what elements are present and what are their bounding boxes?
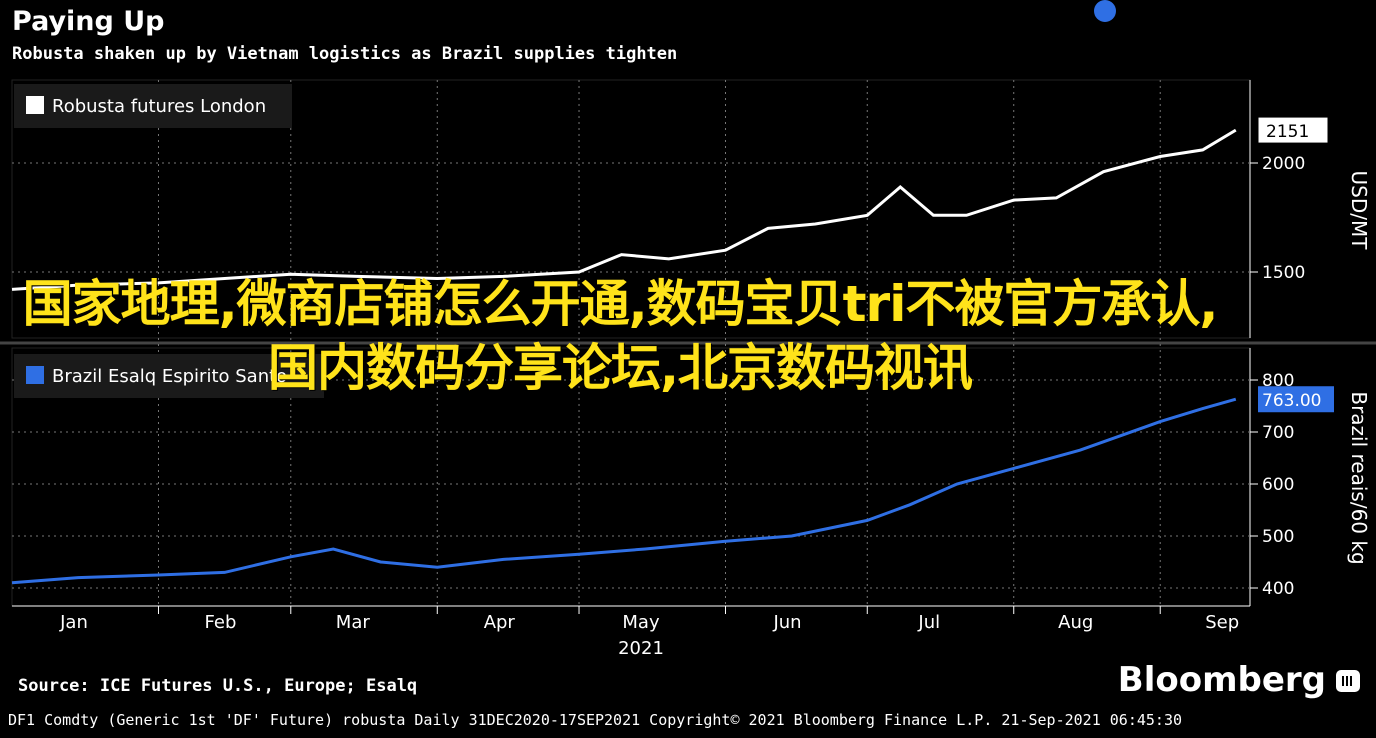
top-legend-swatch xyxy=(26,96,44,114)
blue-dot-marker xyxy=(1094,0,1116,22)
brazil-last-value-label: 763.00 xyxy=(1262,391,1321,411)
bottom-y-axis-title: Brazil reais/60 kg xyxy=(1347,391,1371,564)
x-tick-label: May xyxy=(622,612,660,633)
chart-subtitle: Robusta shaken up by Vietnam logistics a… xyxy=(12,44,678,64)
x-tick-label: Jun xyxy=(772,612,801,633)
brazil-last-value-badge xyxy=(1258,386,1334,413)
x-tick-label: Jan xyxy=(59,612,88,633)
robusta-series-line xyxy=(11,128,1237,291)
bottom-y-tick-label: 600 xyxy=(1262,475,1294,495)
bottom-y-tick-label: 800 xyxy=(1262,371,1294,391)
x-year-label: 2021 xyxy=(618,638,664,659)
bottom-legend-swatch xyxy=(26,366,44,384)
bottom-y-tick-label: 700 xyxy=(1262,423,1294,443)
bottom-y-tick-label: 400 xyxy=(1262,579,1294,599)
overlay-caption: 国家地理,微商店铺怎么开通,数码宝贝tri不被官方承认,国内数码分享论坛,北京数… xyxy=(22,275,1219,397)
x-tick-label: Feb xyxy=(205,612,237,633)
top-y-tick-label: 1500 xyxy=(1262,263,1305,283)
top-legend-label: Robusta futures London xyxy=(52,96,266,117)
bottom-legend-box xyxy=(14,354,324,398)
top-y-tick-label: 2000 xyxy=(1262,154,1305,174)
bottom-legend-label: Brazil Esalq Espirito Santo xyxy=(52,366,287,387)
x-tick-label: Jul xyxy=(917,612,940,633)
chart-title: Paying Up xyxy=(12,6,165,37)
x-tick-label: Mar xyxy=(336,612,371,633)
footer-note: DF1 Comdty (Generic 1st 'DF' Future) rob… xyxy=(8,711,1182,729)
top-y-axis-title: USD/MT xyxy=(1347,171,1371,251)
source-note: Source: ICE Futures U.S., Europe; Esalq xyxy=(18,676,418,696)
bottom-y-tick-label: 500 xyxy=(1262,527,1294,547)
bloomberg-logo: Bloomberg xyxy=(1117,660,1326,700)
brazil-series-line xyxy=(11,397,1237,585)
x-tick-label: Sep xyxy=(1205,612,1239,633)
x-tick-label: Aug xyxy=(1058,612,1093,633)
robusta-last-value-badge xyxy=(1257,116,1329,144)
x-tick-label: Apr xyxy=(484,612,516,633)
top-legend-box xyxy=(14,84,292,128)
robusta-last-value-label: 2151 xyxy=(1266,122,1309,142)
terminal-icon xyxy=(1336,670,1360,692)
